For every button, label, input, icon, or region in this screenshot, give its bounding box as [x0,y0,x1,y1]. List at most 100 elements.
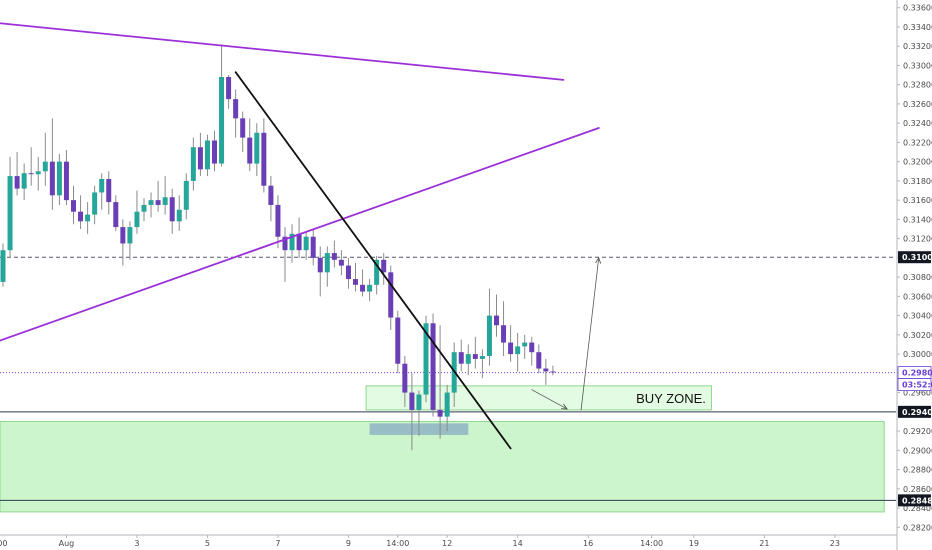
candle-body [268,185,274,205]
candle-body [522,342,528,347]
candle-body [78,211,84,222]
candle-body [501,325,507,343]
candle-body [106,178,112,203]
candle-body [233,99,239,119]
x-tick-label: 3 [134,539,139,548]
candle-body [28,173,34,175]
price-badge-text: 0.31007 [902,253,932,262]
candle-body [402,363,408,393]
price-badge-solid-dark [898,494,931,507]
projection-up-arrow [595,256,602,264]
candle-body [338,259,344,266]
candle-body [374,259,380,285]
zones-layer [0,385,885,513]
candle-body [444,392,450,417]
candle-body [494,315,499,326]
candle-body [360,284,366,292]
candle-body [486,315,492,357]
candle-body [275,204,281,237]
upper-purple [0,22,565,81]
candle-body [99,178,105,193]
candle-body [416,394,422,410]
falling-black [234,71,512,450]
candle-body [169,197,175,222]
candle-body [367,284,373,292]
candle-body [430,323,436,410]
trend-lines-layer [0,22,602,450]
candle-body [113,202,119,228]
candle-body [508,342,514,355]
candle-body [536,352,542,369]
candle-body [127,227,133,244]
candle-body [437,409,443,417]
candle-body [472,354,478,359]
x-tick-label: 21 [759,539,769,548]
candle-body [345,265,351,280]
price-badge-text: 03:52:03 [902,381,932,390]
candle-body [7,176,13,251]
candle-body [310,236,316,258]
x-tick-label: 16 [583,539,593,548]
candle-body [21,173,27,189]
price-badge-text: 0.29808 [902,369,932,378]
candle-body [282,236,288,251]
buy-zone-label: BUY ZONE. [636,391,706,406]
candle-body [550,371,556,373]
candle-body [49,161,55,196]
candle-body [56,161,62,196]
candle-body [63,161,69,201]
candle-body [247,137,253,164]
candle-body [331,253,337,260]
candle-body [465,354,471,364]
candle-body [240,118,246,138]
x-tick-label: 23 [830,539,840,548]
candle-body [381,259,387,273]
candle-body [148,200,154,205]
candle-body [204,140,210,170]
x-tick-label: 14:00 [386,539,409,548]
candle-body [176,209,182,222]
candle-body [85,214,91,222]
annotation-layer: BUY ZONE. [636,391,706,406]
candle-body [458,352,464,364]
candle-body [35,171,41,175]
x-tick-label: 14:00 [0,539,7,548]
candle-body [388,272,394,318]
candle-body [303,236,309,251]
price-badge-dashed-dark [898,251,931,264]
price-badge-solid-dark [898,405,931,418]
price-badge-countdown [897,378,932,391]
y-axis-bg [897,0,932,550]
candle-body [289,233,295,251]
x-tick-label: 7 [275,539,280,548]
candle-body [162,197,168,205]
candle-body [42,161,48,172]
x-tick-label: 9 [346,539,351,548]
projection-down [531,389,568,410]
x-axis-bg [0,535,932,550]
candle-body [296,233,302,251]
